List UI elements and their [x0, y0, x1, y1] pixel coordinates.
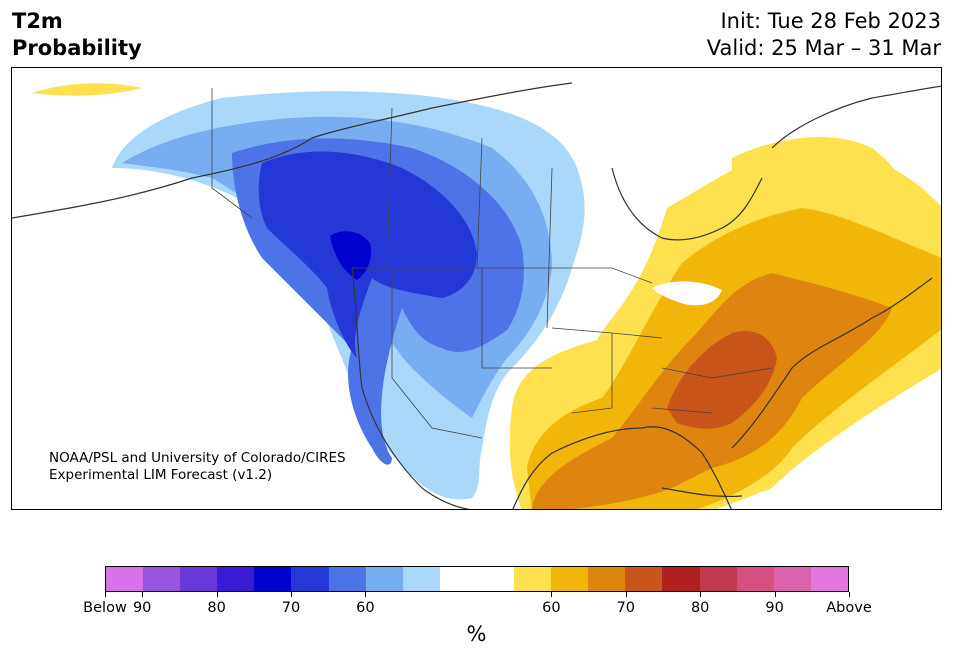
colorbar-segment [588, 567, 626, 591]
coastlines [12, 82, 941, 509]
probability-colorbar [105, 566, 849, 592]
colorbar-tick-label: 80 [690, 600, 710, 616]
colorbar-segment [106, 567, 144, 591]
title-type: Probability [12, 36, 142, 60]
colorbar-tickmark [365, 592, 367, 597]
init-date: Init: Tue 28 Feb 2023 [720, 9, 941, 33]
valid-range: Valid: 25 Mar – 31 Mar [706, 36, 941, 60]
great-lakes [652, 281, 722, 306]
colorbar-segment [551, 567, 589, 591]
colorbar-tickmark [216, 592, 218, 597]
colorbar-tick-label: 60 [542, 600, 561, 616]
colorbar-segment [662, 567, 700, 591]
colorbar-tick-label: 70 [616, 600, 636, 616]
colorbar-segment [217, 567, 255, 591]
above-60-greenland [32, 83, 142, 96]
colorbar-segment [514, 567, 552, 591]
north-america-map [12, 82, 941, 509]
data-credit: NOAA/PSL and University of Colorado/CIRE… [49, 450, 346, 484]
hudson-bay [612, 156, 674, 213]
colorbar-tickmark [291, 592, 292, 597]
colorbar-tick-label: Above [826, 600, 872, 616]
colorbar-tick-label: 90 [765, 600, 784, 616]
colorbar-tick-label: 80 [207, 600, 226, 616]
colorbar-segment [365, 567, 403, 591]
colorbar-segment [291, 567, 329, 591]
colorbar-tickmark [105, 592, 106, 597]
title-variable: T2m [12, 9, 63, 33]
map-title: T2m Probability [12, 8, 142, 62]
colorbar-segment [180, 567, 218, 591]
forecast-dates: Init: Tue 28 Feb 2023 Valid: 25 Mar – 31… [707, 8, 941, 62]
colorbar-segment [476, 567, 515, 591]
credit-line-2: Experimental LIM Forecast (v1.2) [49, 467, 273, 483]
probability-map [11, 67, 942, 510]
colorbar-unit: % [466, 622, 487, 646]
colorbar-segment [736, 567, 774, 591]
colorbar-tickmark [849, 592, 850, 597]
colorbar-segment [810, 567, 848, 591]
colorbar-tickmark [625, 592, 627, 597]
above-90-region [667, 330, 777, 429]
colorbar-tickmark [142, 592, 144, 597]
colorbar-tick-label: 90 [132, 600, 152, 616]
colorbar-tickmark [700, 592, 702, 597]
colorbar-segment [254, 567, 292, 591]
colorbar-tick-label: Below [83, 600, 127, 616]
colorbar-segment [328, 567, 366, 591]
colorbar-segment [143, 567, 181, 591]
colorbar-segment [699, 567, 737, 591]
colorbar-segment [439, 567, 477, 591]
colorbar-tickmark [551, 592, 553, 597]
colorbar-segment [402, 567, 440, 591]
borders [211, 88, 773, 439]
colorbar-segment [625, 567, 663, 591]
colorbar-tick-label: 70 [281, 600, 301, 616]
colorbar-tick-label: 60 [356, 600, 375, 616]
colorbar-segment [773, 567, 811, 591]
credit-line-1: NOAA/PSL and University of Colorado/CIRE… [49, 450, 346, 466]
colorbar-tickmark [774, 592, 776, 597]
